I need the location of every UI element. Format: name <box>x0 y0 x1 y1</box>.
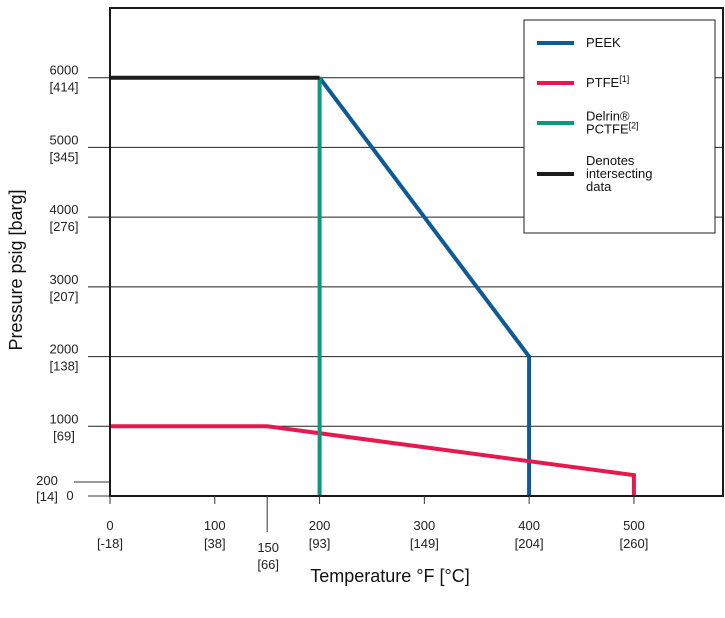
series-line-1 <box>110 424 636 496</box>
legend-label: Denotes <box>586 153 635 168</box>
x-tick-label: 400 <box>518 518 540 533</box>
y-tick-label: 3000 <box>50 272 79 287</box>
x-tick-sublabel: [38] <box>204 536 226 551</box>
x-tick-sublabel: [93] <box>309 536 331 551</box>
legend-label: PCTFE[2] <box>586 121 639 137</box>
x-tick-label: 200 <box>309 518 331 533</box>
y-tick-sublabel: [69] <box>53 428 75 443</box>
y-tick-sublabel: [14] <box>36 489 58 504</box>
x-tick-label: 500 <box>623 518 645 533</box>
y-tick-sublabel: [345] <box>50 149 79 164</box>
y-tick-label: 200 <box>36 473 58 488</box>
y-tick-label: 6000 <box>50 63 79 78</box>
y-tick-sublabel: [207] <box>50 289 79 304</box>
y-tick-label: 5000 <box>50 132 79 147</box>
x-tick-sublabel: [204] <box>515 536 544 551</box>
x-tick-sublabel: [149] <box>410 536 439 551</box>
legend-box <box>523 19 716 234</box>
y-tick-sublabel: [276] <box>50 219 79 234</box>
legend-label: Delrin® <box>586 109 630 124</box>
x-tick-label: 300 <box>414 518 436 533</box>
x-axis-title: Temperature °F [°C] <box>310 566 469 586</box>
x-tick-sublabel: [-18] <box>97 536 123 551</box>
y-tick-sublabel: [138] <box>50 359 79 374</box>
y-tick-labels: 0 200[14] 1000 [69] 2000 [138] 3000 [207] 4000 [2… <box>36 63 78 504</box>
x-tick-label: 150 <box>257 540 279 555</box>
y-tick-sublabel: [414] <box>50 80 79 95</box>
legend-label: PTFE[1] <box>586 74 629 90</box>
legend-label: data <box>586 179 612 194</box>
series-lines <box>110 75 636 496</box>
y-tick-label: 0 <box>66 488 73 503</box>
y-tick-label: 1000 <box>50 411 79 426</box>
y-axis-title: Pressure psig [barg] <box>6 189 26 350</box>
legend-label: intersecting <box>586 166 652 181</box>
legend-label: PEEK <box>586 35 621 50</box>
y-tick-label: 2000 <box>50 342 79 357</box>
plot-frame <box>109 7 724 497</box>
legend: PEEK PTFE[1] Delrin®PCTFE[2] Denotesinterse… <box>523 19 716 234</box>
x-tick-sublabel: [260] <box>619 536 648 551</box>
series-line-0 <box>318 76 532 496</box>
x-tick-labels: 0 [-18] 100 [38] 150 [66] 200 [93] 300 [149] 400 [2… <box>97 496 648 572</box>
y-tick-label: 4000 <box>50 202 79 217</box>
x-tick-sublabel: [66] <box>257 557 279 572</box>
x-tick-label: 100 <box>204 518 226 533</box>
x-tick-label: 0 <box>106 518 113 533</box>
